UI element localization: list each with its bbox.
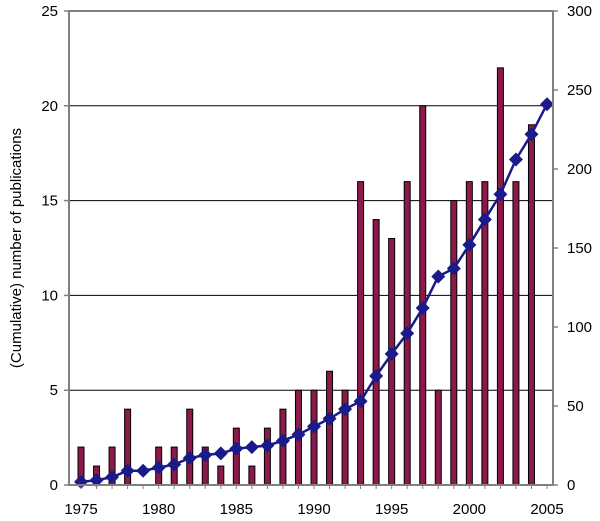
axes [64, 10, 558, 489]
bar-1984 [217, 465, 225, 486]
right-tick-label: 0 [567, 477, 575, 494]
marker-1983 [198, 447, 213, 462]
bar-1987 [263, 427, 271, 486]
bar-1998 [434, 389, 442, 486]
marker-1979 [136, 463, 151, 478]
y-axis-title: (Cumulative) number of publications [8, 128, 25, 368]
x-tick-label: 1980 [142, 501, 175, 518]
bar-2000 [465, 181, 473, 486]
marker-1987 [260, 438, 275, 453]
x-tick-label: 2000 [453, 501, 486, 518]
marker-1984 [213, 446, 228, 461]
marker-2000 [462, 237, 477, 252]
marker-1988 [275, 433, 290, 448]
right-axis-tick-labels: 0 50 100 150 200 250 300 [567, 3, 592, 494]
left-tick-label: 5 [50, 382, 58, 399]
marker-1977 [105, 470, 120, 485]
left-tick-label: 10 [41, 287, 58, 304]
bar-2003 [512, 181, 520, 486]
right-tick-label: 250 [567, 82, 592, 99]
right-tick-label: 150 [567, 240, 592, 257]
marker-1980 [151, 460, 166, 475]
marker-1994 [369, 368, 384, 383]
marker-1978 [120, 463, 135, 478]
marker-2002 [493, 187, 508, 202]
x-tick-label: 1990 [297, 501, 330, 518]
marker-1997 [415, 301, 430, 316]
marker-1990 [307, 419, 321, 434]
marker-1982 [182, 451, 197, 466]
x-tick-label: 1995 [375, 501, 408, 518]
gridlines [69, 10, 553, 391]
bar-1986 [248, 465, 256, 486]
marker-2004 [524, 127, 539, 142]
marker-1993 [353, 394, 368, 409]
marker-1981 [167, 457, 182, 472]
marker-1998 [431, 269, 446, 284]
marker-2005 [540, 97, 554, 112]
marker-1976 [89, 473, 104, 488]
bar-1993 [357, 181, 365, 486]
marker-1985 [229, 441, 244, 456]
left-tick-label: 0 [50, 477, 58, 494]
left-tick-label: 20 [41, 98, 58, 115]
bar-1982 [186, 408, 194, 486]
bar-1991 [326, 370, 334, 486]
bar-2001 [481, 181, 489, 486]
marker-1995 [384, 346, 399, 361]
cumulative-line-series [74, 97, 554, 489]
x-tick-label: 1975 [64, 501, 97, 518]
bar-1990 [310, 389, 318, 486]
left-tick-label: 15 [41, 193, 58, 210]
bar-2002 [496, 67, 504, 486]
right-tick-label: 300 [567, 3, 592, 20]
marker-1989 [291, 427, 306, 442]
right-tick-label: 100 [567, 319, 592, 336]
bar-2004 [527, 124, 535, 486]
right-tick-label: 200 [567, 161, 592, 178]
bar-1985 [232, 427, 240, 486]
x-axis-tick-labels: 1975 1980 1985 1990 1995 2000 2005 [64, 501, 563, 518]
x-tick-label: 1985 [220, 501, 253, 518]
bar-1999 [450, 200, 458, 486]
left-tick-label: 25 [41, 3, 58, 20]
right-tick-label: 50 [567, 398, 584, 415]
marker-1992 [338, 402, 353, 417]
left-axis-tick-labels: 0 5 10 15 20 25 [41, 3, 58, 494]
bar-1997 [419, 105, 427, 486]
bar-1994 [372, 219, 380, 486]
bar-series [77, 67, 535, 486]
marker-2001 [477, 212, 492, 227]
marker-2003 [508, 152, 523, 167]
marker-1991 [322, 411, 337, 426]
marker-1986 [244, 440, 259, 455]
bar-1995 [388, 238, 396, 486]
marker-1996 [400, 326, 415, 341]
marker-1999 [446, 261, 461, 276]
x-tick-label: 2005 [530, 501, 563, 518]
